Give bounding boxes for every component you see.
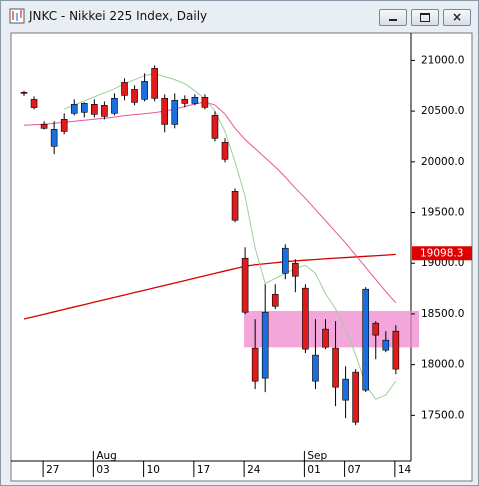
x-tick-label: 07 — [348, 464, 361, 476]
price-label: 19098.3 — [420, 247, 463, 259]
candle-body — [221, 142, 229, 160]
candle-body — [231, 191, 239, 221]
candle-body — [302, 287, 309, 350]
y-tick-label: 18000.0 — [421, 359, 464, 371]
candle-body — [352, 371, 359, 423]
candle-body — [392, 330, 400, 370]
candle-body — [372, 322, 380, 336]
x-tick-label: 10 — [147, 464, 160, 476]
candle-body — [292, 262, 299, 277]
candle-body — [161, 98, 168, 125]
x-tick-label: 14 — [398, 464, 412, 476]
candle-body — [261, 311, 269, 379]
maximize-button[interactable] — [411, 9, 439, 26]
moving-average — [23, 253, 396, 320]
candle-body — [151, 68, 158, 99]
candle-body — [281, 247, 289, 274]
candle-body — [201, 97, 209, 108]
x-tick-label: 01 — [307, 464, 320, 476]
y-tick-label: 19500.0 — [421, 207, 464, 219]
candle-body — [211, 115, 219, 139]
y-tick-label: 20500.0 — [421, 105, 464, 117]
candle-body — [312, 354, 319, 382]
candle-body — [101, 105, 108, 117]
y-tick-label: 20000.0 — [421, 156, 464, 168]
candle-body — [141, 81, 148, 100]
candle-body — [121, 82, 128, 96]
candle-body — [111, 98, 118, 114]
candle-body — [171, 100, 179, 125]
candle-body — [191, 97, 199, 104]
candle-body — [362, 288, 370, 391]
candle-body — [382, 339, 390, 351]
y-tick-label: 17500.0 — [421, 409, 464, 421]
candle-body — [271, 293, 279, 307]
month-label: Aug — [96, 450, 117, 462]
moving-average — [23, 101, 397, 304]
candle-body — [40, 123, 48, 129]
candle-body — [251, 347, 259, 382]
candle-body — [91, 103, 98, 115]
chart-background — [10, 32, 473, 482]
candle-body — [50, 129, 58, 147]
candle-body — [81, 103, 88, 113]
candle-body — [332, 347, 339, 388]
x-tick-label: 27 — [46, 464, 59, 476]
x-tick-label: 03 — [96, 464, 109, 476]
x-tick-label: 17 — [197, 464, 210, 476]
title-bar: JNKC - Nikkei 225 Index, Daily × — [1, 1, 478, 31]
month-label: Sep — [307, 450, 327, 462]
candle-body — [131, 89, 138, 103]
price-label-box — [412, 246, 472, 261]
y-tick-label: 21000.0 — [421, 54, 464, 66]
candle-body — [241, 257, 249, 313]
close-button[interactable]: × — [443, 9, 471, 26]
candle-body — [322, 328, 329, 348]
zone — [244, 310, 419, 348]
candle-body — [181, 99, 189, 104]
moving-average — [64, 73, 397, 400]
y-tick-label: 18500.0 — [421, 308, 464, 320]
candle-body — [30, 99, 38, 108]
candle-body — [60, 119, 68, 132]
candle-body — [342, 378, 349, 401]
minimize-button[interactable] — [379, 9, 407, 26]
window-icon — [9, 8, 25, 24]
window-title: JNKC - Nikkei 225 Index, Daily — [29, 9, 208, 23]
candle-body — [20, 92, 28, 94]
x-tick-label: 24 — [247, 464, 261, 476]
candle-body — [70, 103, 78, 114]
chart: 21000.020500.020000.019500.019000.018500… — [10, 32, 473, 482]
